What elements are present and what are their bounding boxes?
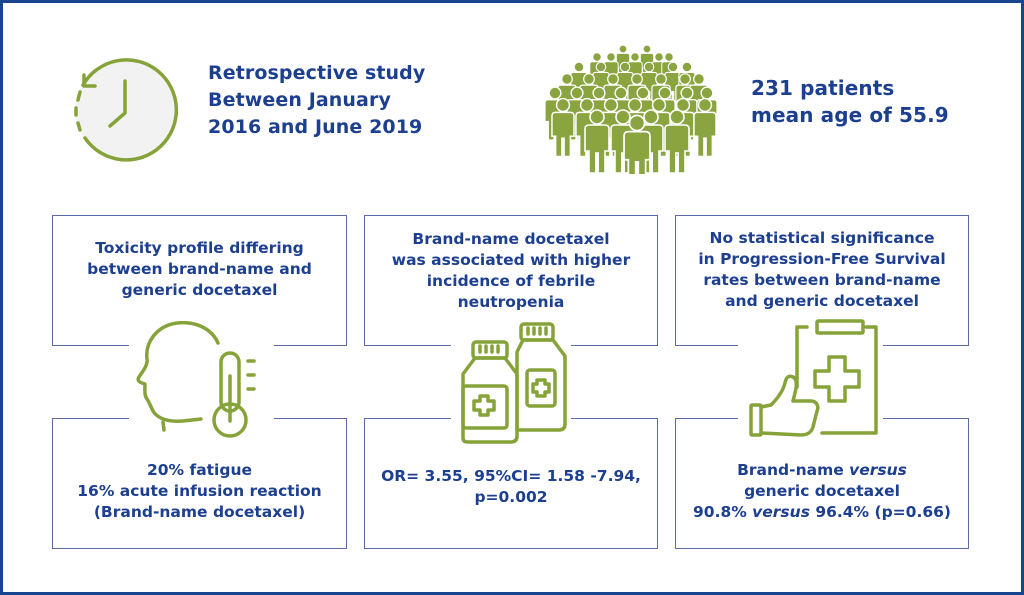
- pfs-finding-box: No statistical significance in Progressi…: [675, 215, 969, 346]
- border-gap: [451, 414, 571, 420]
- text-line: Toxicity profile differing: [95, 239, 304, 257]
- neutropenia-finding-box: Brand-name docetaxel was associated with…: [364, 215, 658, 346]
- text-line: rates between brand-name: [703, 271, 941, 289]
- study-period-text: Retrospective study Between January 2016…: [208, 60, 425, 141]
- text-line: OR= 3.55, 95%CI= 1.58 -7.94,: [381, 467, 641, 485]
- text-line: (Brand-name docetaxel): [93, 503, 306, 521]
- text-line: generic docetaxel: [121, 281, 278, 299]
- neutropenia-result-text: OR= 3.55, 95%CI= 1.58 -7.94, p=0.002: [365, 466, 657, 508]
- pfs-result-text: Brand-name versus generic docetaxel 90.8…: [676, 460, 968, 523]
- head-thermometer-icon: [136, 321, 256, 438]
- toxicity-result-box: 20% fatigue 16% acute infusion reaction …: [52, 418, 347, 549]
- text-segment: 96.4% (p=0.66): [809, 503, 951, 521]
- person-silhouette: [664, 109, 690, 174]
- text-line: 90.8% versus 96.4% (p=0.66): [676, 502, 968, 523]
- text-line: generic docetaxel: [744, 482, 900, 500]
- text-line: 16% acute infusion reaction: [77, 482, 322, 500]
- crowd-icon: [544, 44, 718, 174]
- study-line-2: Between January: [208, 89, 391, 111]
- toxicity-finding-text: Toxicity profile differing between brand…: [53, 238, 346, 301]
- text-line: between brand-name and: [87, 260, 312, 278]
- border-gap: [738, 341, 883, 347]
- person-silhouette: [623, 114, 651, 174]
- pfs-finding-text: No statistical significance in Progressi…: [676, 228, 968, 312]
- medicine-bottles-icon: [461, 322, 567, 444]
- text-line: was associated with higher: [391, 251, 631, 269]
- text-line: 20% fatigue: [146, 461, 253, 479]
- text-line: p=0.002: [474, 488, 548, 506]
- text-line: No statistical significance: [709, 229, 935, 247]
- versus-italic: versus: [752, 503, 810, 521]
- patients-text: 231 patients mean age of 55.9: [751, 75, 949, 129]
- clock-rewind-icon: [74, 58, 179, 162]
- neutropenia-result-box: OR= 3.55, 95%CI= 1.58 -7.94, p=0.002: [364, 418, 658, 549]
- person-silhouette: [584, 109, 610, 174]
- border-gap: [129, 414, 274, 420]
- text-segment: 90.8%: [693, 503, 753, 521]
- versus-italic: versus: [849, 461, 907, 479]
- border-gap: [129, 341, 274, 347]
- text-line: Brand-name docetaxel: [412, 230, 610, 248]
- pfs-result-box: Brand-name versus generic docetaxel 90.8…: [675, 418, 969, 549]
- toxicity-result-text: 20% fatigue 16% acute infusion reaction …: [53, 460, 346, 523]
- toxicity-finding-box: Toxicity profile differing between brand…: [52, 215, 347, 346]
- study-line-3: 2016 and June 2019: [208, 116, 423, 138]
- text-segment: Brand-name: [737, 461, 850, 479]
- border-gap: [738, 414, 883, 420]
- person-silhouette: [693, 97, 717, 158]
- text-line: in Progression-Free Survival: [698, 250, 946, 268]
- mean-age: mean age of 55.9: [751, 103, 949, 127]
- text-line: neutropenia: [457, 293, 565, 311]
- border-gap: [451, 341, 571, 347]
- patients-count: 231 patients: [751, 76, 895, 100]
- text-line: Brand-name versus: [676, 460, 968, 481]
- clipboard-thumbs-up-icon: [749, 319, 878, 437]
- text-line: incidence of febrile: [426, 272, 596, 290]
- study-line-1: Retrospective study: [208, 62, 426, 84]
- text-line: and generic docetaxel: [725, 292, 919, 310]
- neutropenia-finding-text: Brand-name docetaxel was associated with…: [365, 229, 657, 313]
- person-silhouette: [551, 97, 575, 158]
